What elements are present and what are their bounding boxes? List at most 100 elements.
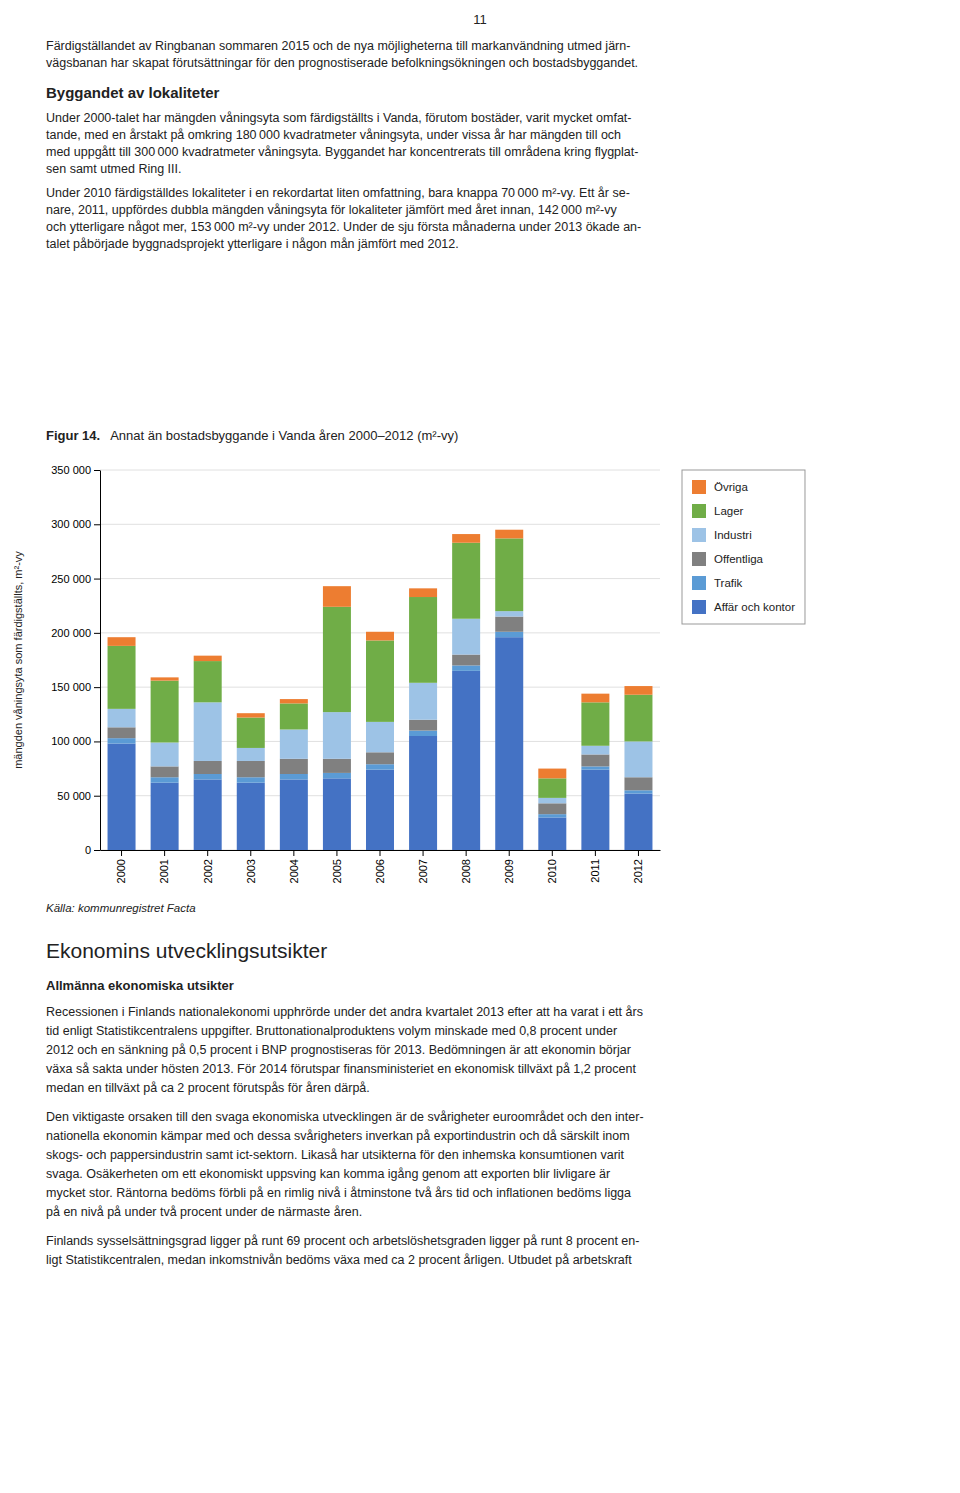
bar <box>452 655 480 666</box>
bar <box>624 695 652 742</box>
page: 11 Färdigställandet av Ringbanan sommaren… <box>0 0 960 1493</box>
bar <box>538 778 566 798</box>
bar <box>194 661 222 702</box>
bar <box>452 665 480 670</box>
body-line: och ytterligare något mer, 153 000 m²-vy… <box>46 220 641 234</box>
tick-mark <box>466 850 467 856</box>
tick: 100 000 <box>51 735 100 747</box>
legend-item: Övriga <box>692 480 748 494</box>
tick-label: 2010 <box>546 859 558 883</box>
bar <box>624 686 652 695</box>
tick-mark <box>94 470 100 471</box>
section-title: Ekonomins utvecklingsutsikter <box>46 939 327 962</box>
axis-line <box>100 471 101 851</box>
tick-mark <box>423 850 424 856</box>
tick-mark <box>380 850 381 856</box>
tick: 2010 <box>546 850 558 883</box>
bar <box>452 534 480 543</box>
grid-line <box>100 578 660 579</box>
bar <box>452 619 480 655</box>
tick-mark <box>509 850 510 856</box>
tick-mark <box>94 796 100 797</box>
bar <box>452 543 480 619</box>
tick-mark <box>121 850 122 856</box>
bar <box>280 703 308 729</box>
body-line: svaga. Osäkerheten om ett ekonomiskt upp… <box>46 1167 610 1181</box>
bar <box>538 803 566 814</box>
chart-title: Annat än bostadsbyggande i Vanda åren 20… <box>110 428 458 443</box>
bar <box>280 774 308 779</box>
bar <box>452 671 480 850</box>
legend-item: Trafik <box>692 576 743 590</box>
tick-label: 50 000 <box>57 790 91 802</box>
body-line: skogs- och pappersindustrin samt ict-sek… <box>46 1148 625 1162</box>
tick-mark <box>207 850 208 856</box>
body-line: mycket stor. Räntorna bedöms förbli på e… <box>46 1186 631 1200</box>
bar <box>108 727 136 738</box>
tick-mark <box>94 579 100 580</box>
bar <box>194 779 222 850</box>
bar <box>280 759 308 774</box>
tick-mark <box>638 850 639 856</box>
legend-item: Industri <box>692 528 752 542</box>
legend: Övriga Lager Industri Offentliga Trafik Affär… <box>682 470 805 624</box>
bar <box>323 759 351 773</box>
tick: 50 000 <box>57 790 100 802</box>
body-line: ligt Statistikcentralen, medan inkomstni… <box>46 1253 632 1267</box>
bar <box>538 769 566 779</box>
y-axis: 050 000100 000150 000200 000250 000300 0… <box>51 464 100 856</box>
legend-swatch <box>692 528 706 542</box>
bar <box>581 702 609 745</box>
body-line: 2012 och en sänkning på 0,5 procent i BN… <box>46 1043 631 1057</box>
tick-mark <box>336 850 337 856</box>
grid <box>100 470 660 850</box>
legend-item: Offentliga <box>692 552 764 566</box>
tick-label: 2005 <box>331 859 343 883</box>
tick-label: 2008 <box>460 859 472 883</box>
legend-swatch <box>692 600 706 614</box>
body-line: Under 2000-talet har mängden våningsyta … <box>46 111 631 125</box>
bar <box>151 677 179 680</box>
bar <box>237 713 265 717</box>
tick: 2006 <box>374 850 386 883</box>
bar <box>108 738 136 743</box>
intro-line: Färdigställandet av Ringbanan sommaren 2… <box>46 39 630 53</box>
body-line: Under 2010 färdigställdes lokaliteter i … <box>46 186 630 200</box>
tick-label: 350 000 <box>51 464 91 476</box>
y-axis-label: mängden våningsyta som färdigställts, m²… <box>12 551 24 769</box>
body-line: nare, 2011, uppfördes dubbla mängden vån… <box>46 203 617 217</box>
bar <box>237 783 265 850</box>
tick-mark <box>94 741 100 742</box>
body-line: tande, med en årstakt på omkring 180 000… <box>46 128 621 142</box>
body-line: med uppgått till 300 000 kvadratmeter vå… <box>46 145 638 159</box>
bar <box>194 774 222 779</box>
legend-label: Lager <box>714 505 744 517</box>
series <box>108 617 653 815</box>
bar <box>495 530 523 539</box>
bars <box>108 530 653 850</box>
tick-label: 250 000 <box>51 573 91 585</box>
tick-mark <box>250 850 251 856</box>
legend-swatch <box>692 552 706 566</box>
tick-mark <box>94 524 100 525</box>
page-number: 11 <box>473 12 487 27</box>
bar <box>581 766 609 769</box>
bar <box>366 770 394 850</box>
body-line: växa så sakta under hösten 2013. För 201… <box>46 1062 636 1076</box>
bar <box>581 754 609 766</box>
body-line: talet påbörjade byggnadsprojekt ytterlig… <box>46 237 459 251</box>
tick-label: 150 000 <box>51 681 91 693</box>
tick: 2001 <box>158 850 170 883</box>
legend-label: Offentliga <box>714 553 764 565</box>
bar <box>538 798 566 803</box>
tick-mark <box>293 850 294 856</box>
bar <box>151 783 179 850</box>
tick-label: 2001 <box>158 859 170 883</box>
tick-mark <box>552 850 553 856</box>
tick-label: 2000 <box>115 859 127 883</box>
body-line: Finlands sysselsättningsgrad ligger på r… <box>46 1234 639 1248</box>
tick-label: 2004 <box>288 859 300 883</box>
legend-label: Affär och kontor <box>714 601 795 613</box>
tick-label: 2007 <box>417 859 429 883</box>
tick: 2008 <box>460 850 472 883</box>
